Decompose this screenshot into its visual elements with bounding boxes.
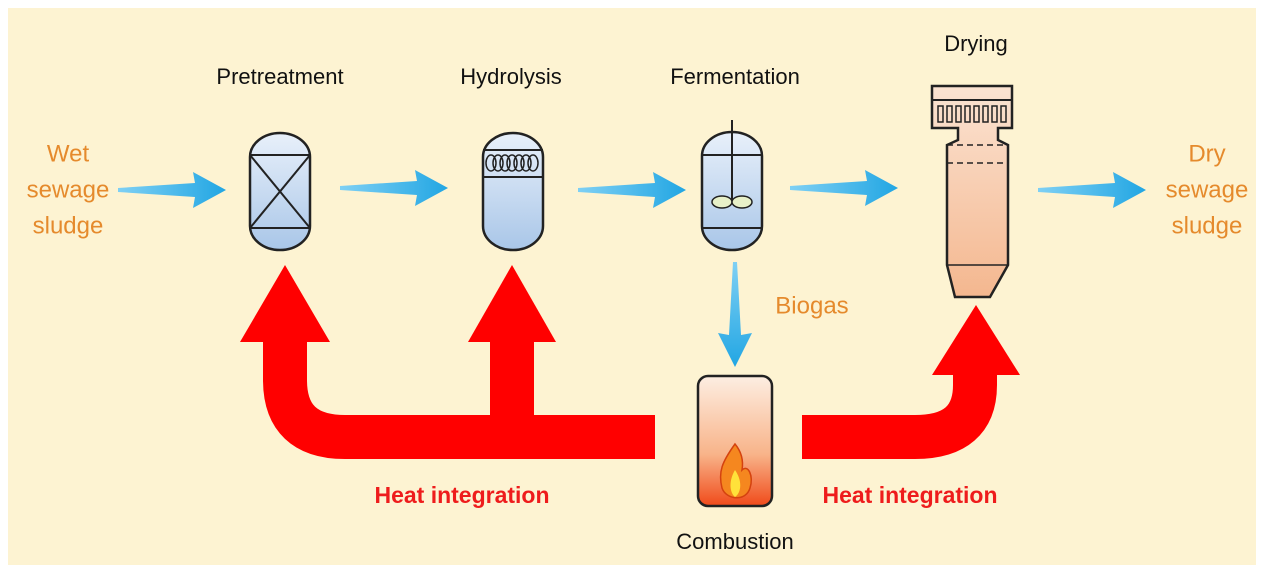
heat-band	[802, 370, 997, 459]
flow-arrow	[1038, 172, 1146, 208]
flow-arrows	[118, 170, 1146, 208]
background	[8, 8, 1256, 565]
pretreatment-vessel	[248, 131, 312, 252]
heat-arrows	[240, 265, 1020, 459]
combustion-vessel	[696, 374, 774, 508]
heat-band	[263, 340, 655, 459]
input-line: sewage	[27, 176, 110, 203]
drying-vessel	[930, 84, 1014, 299]
input-label: Wet sewage sludge	[27, 140, 110, 239]
input-line: sludge	[33, 212, 104, 239]
biogas-label: Biogas	[775, 292, 848, 319]
flow-arrow	[340, 170, 448, 206]
combustion-label: Combustion	[676, 529, 793, 554]
fermentation-vessel	[700, 120, 764, 252]
stage-label: Hydrolysis	[460, 64, 561, 89]
heat-arrowhead	[240, 265, 330, 342]
flow-arrow	[790, 170, 898, 206]
input-line: Wet	[47, 140, 90, 167]
heat-arrowhead	[932, 305, 1020, 375]
stage-label: Fermentation	[670, 64, 800, 89]
flow-arrow	[578, 172, 686, 208]
output-line: sludge	[1172, 212, 1243, 239]
hydrolysis-vessel	[481, 131, 545, 252]
stage-label: Pretreatment	[216, 64, 343, 89]
biogas-arrow	[718, 262, 752, 367]
heat-label: Heat integration	[374, 482, 549, 508]
output-label: Dry sewage sludge	[1166, 140, 1249, 239]
output-line: sewage	[1166, 176, 1249, 203]
flow-arrow	[118, 172, 226, 208]
output-line: Dry	[1188, 140, 1225, 167]
heat-arrowhead	[468, 265, 556, 342]
heat-label: Heat integration	[822, 482, 997, 508]
stage-label: Drying	[944, 31, 1008, 56]
